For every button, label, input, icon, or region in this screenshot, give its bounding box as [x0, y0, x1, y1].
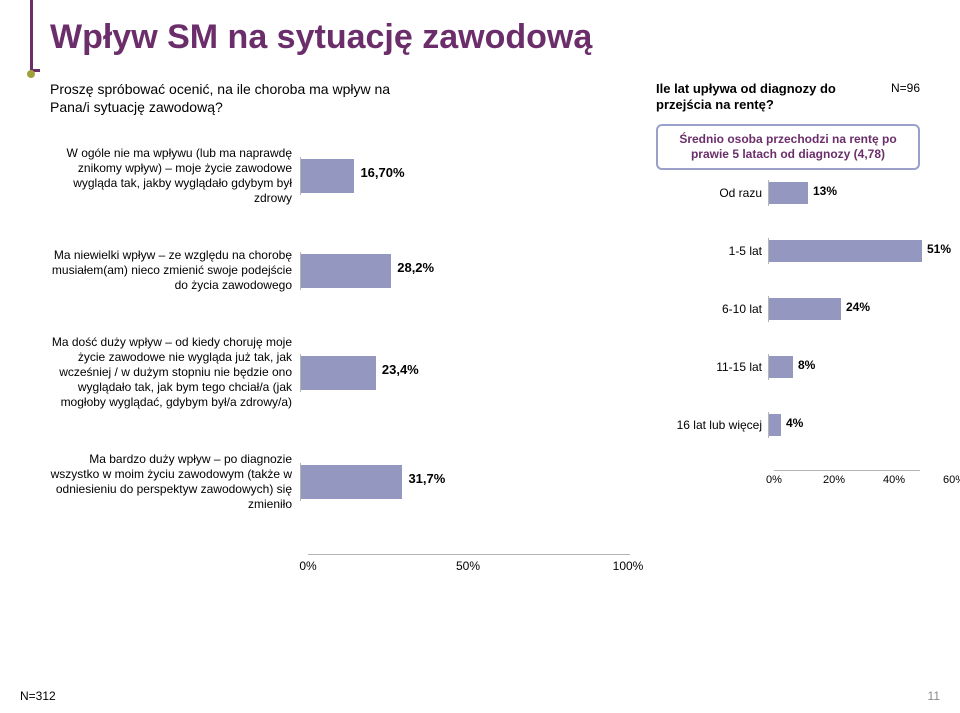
left-bar-label: Ma dość duży wpływ – od kiedy choruję mo… [50, 335, 300, 410]
right-bar-row: Od razu 13% [656, 180, 920, 206]
right-chart-rows: Od razu 13% 1-5 lat51% 6-10 lat 24% 11-15 lat… [656, 180, 920, 438]
left-bar-value: 23,4% [382, 362, 419, 377]
right-bar-label: 11-15 lat [656, 360, 768, 374]
right-chart-callout: Średnio osoba przechodzi na rentę po pra… [656, 124, 920, 170]
right-xaxis-tick: 60% [943, 474, 960, 486]
left-bar [301, 159, 354, 193]
right-bar-value: 4% [786, 416, 803, 430]
right-chart-xaxis: 0%20%40%60% [774, 470, 920, 494]
right-bar-row: 6-10 lat 24% [656, 296, 920, 322]
left-bar-value: 28,2% [397, 260, 434, 275]
right-xaxis-tick: 0% [766, 474, 782, 486]
left-xaxis-tick: 50% [456, 559, 480, 573]
left-chart-n: N=312 [20, 689, 56, 703]
right-bar-area: 51% [768, 238, 920, 264]
right-bar-value: 13% [813, 184, 837, 198]
right-bar-area: 8% [768, 354, 920, 380]
right-bar-row: 1-5 lat51% [656, 238, 920, 264]
left-bar-value: 16,70% [360, 165, 404, 180]
right-bar [769, 298, 841, 320]
slide-page: Wpływ SM na sytuację zawodową Proszę spr… [0, 0, 960, 713]
right-bar-label: Od razu [656, 186, 768, 200]
right-bar [769, 182, 808, 204]
right-chart: Ile lat upływa od diagnozy do przejścia … [656, 81, 920, 584]
left-bar-area: 23,4% [300, 354, 630, 392]
left-xaxis-tick: 100% [613, 559, 644, 573]
right-bar-label: 6-10 lat [656, 302, 768, 316]
left-chart-question: Proszę spróbować ocenić, na ile choroba … [50, 81, 430, 116]
left-chart: Proszę spróbować ocenić, na ile choroba … [50, 81, 630, 584]
left-chart-rows: W ogóle nie ma wpływu (lub ma naprawdę z… [50, 146, 630, 512]
left-bar-row: Ma bardzo duży wpływ – po diagnozie wszy… [50, 452, 630, 512]
right-bar-area: 4% [768, 412, 920, 438]
right-bar-label: 1-5 lat [656, 244, 768, 258]
right-bar-area: 13% [768, 180, 920, 206]
left-xaxis-tick: 0% [299, 559, 316, 573]
left-bar-label: Ma bardzo duży wpływ – po diagnozie wszy… [50, 452, 300, 512]
right-bar-value: 51% [927, 242, 951, 256]
right-bar-value: 8% [798, 358, 815, 372]
left-bar-area: 28,2% [300, 252, 630, 290]
right-bar-value: 24% [846, 300, 870, 314]
right-bar-label: 16 lat lub więcej [656, 418, 768, 432]
left-bar [301, 465, 402, 499]
left-bar-label: Ma niewielki wpływ – ze względu na choro… [50, 248, 300, 293]
right-bar [769, 414, 781, 436]
left-bar-row: W ogóle nie ma wpływu (lub ma naprawdę z… [50, 146, 630, 206]
left-bar [301, 254, 391, 288]
page-title: Wpływ SM na sytuację zawodową [50, 18, 920, 57]
left-bar [301, 356, 376, 390]
left-bar-area: 16,70% [300, 157, 630, 195]
left-bar-row: Ma dość duży wpływ – od kiedy choruję mo… [50, 335, 630, 410]
left-bar-area: 31,7% [300, 463, 630, 501]
right-bar-row: 16 lat lub więcej 4% [656, 412, 920, 438]
left-bar-value: 31,7% [408, 471, 445, 486]
right-chart-n: N=96 [891, 81, 920, 96]
accent-dot [27, 70, 35, 78]
right-bar-row: 11-15 lat 8% [656, 354, 920, 380]
right-bar [769, 356, 793, 378]
left-chart-xaxis: 0%50%100% [308, 554, 630, 584]
right-bar-area: 24% [768, 296, 920, 322]
right-xaxis-tick: 20% [823, 474, 845, 486]
content-columns: Proszę spróbować ocenić, na ile choroba … [50, 81, 920, 584]
right-xaxis-tick: 40% [883, 474, 905, 486]
left-bar-row: Ma niewielki wpływ – ze względu na choro… [50, 248, 630, 293]
left-bar-label: W ogóle nie ma wpływu (lub ma naprawdę z… [50, 146, 300, 206]
right-bar [769, 240, 922, 262]
accent-mark [30, 0, 40, 72]
right-chart-title-row: Ile lat upływa od diagnozy do przejścia … [656, 81, 920, 114]
right-chart-title: Ile lat upływa od diagnozy do przejścia … [656, 81, 883, 114]
page-number: 11 [928, 689, 940, 703]
